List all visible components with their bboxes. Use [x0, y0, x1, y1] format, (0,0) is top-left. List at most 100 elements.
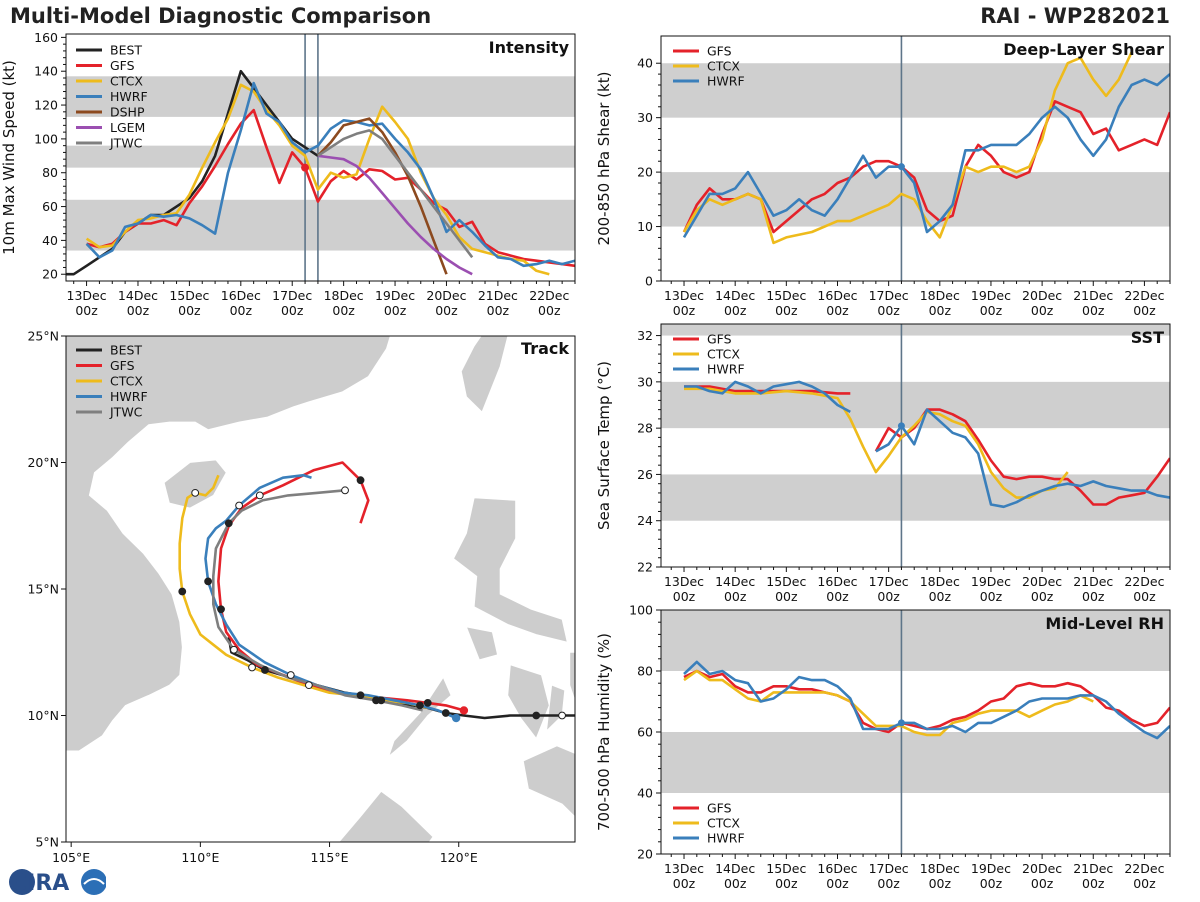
rh-xtick-label: 18Dec: [920, 861, 960, 876]
intensity-series-hwrf: [85, 81, 575, 268]
track-point-gfs: [217, 605, 225, 614]
rh-xtick-label: 19Dec: [971, 861, 1011, 876]
shear-legend-label-hwrf: HWRF: [707, 74, 745, 89]
rh-series-ctcx: [683, 669, 1094, 737]
track-line-jtwc: [212, 489, 423, 712]
track-ytick-label: 15°N: [27, 582, 59, 597]
track-legend-label-ctcx: CTCX: [110, 374, 143, 389]
track-legend-label-hwrf: HWRF: [110, 389, 148, 404]
sst-legend-label-gfs: GFS: [707, 332, 732, 347]
sst-xtick-label: 21Dec: [1073, 574, 1113, 589]
rh-legend-label-gfs: GFS: [707, 801, 732, 816]
storm-id: RAI - WP282021: [980, 4, 1170, 28]
shear-title: Deep-Layer Shear: [1003, 40, 1164, 59]
intensity-series-lgem: [317, 154, 473, 276]
rh-panel: 2040608010013Dec00z14Dec00z15Dec00z16Dec…: [595, 603, 1171, 891]
intensity-panel: 2040608010012014016013Dec00z14Dec00z15De…: [0, 30, 576, 318]
intensity-series-dshp: [316, 117, 448, 275]
rh-xtick-label: 22Dec: [1124, 861, 1164, 876]
intensity-legend-label-gfs: GFS: [110, 58, 135, 73]
shear-current-marker: [897, 163, 905, 171]
mainland-land: [66, 336, 391, 752]
sst-series-ctcx: [684, 387, 1069, 499]
intensity-frame: [65, 33, 576, 282]
intensity-ytick-label: 60: [42, 199, 58, 214]
track-line-hwrf: [204, 473, 457, 720]
track-xtick-label: 115°E: [311, 850, 349, 865]
sst-xtick-sublabel: 00z: [1133, 589, 1156, 604]
shear-band: [661, 63, 1170, 118]
sst-ytick-label: 32: [637, 328, 653, 343]
track-point-hwrf: [286, 671, 295, 679]
palawan-land: [388, 676, 452, 758]
intensity-band: [66, 76, 575, 117]
sst-xtick-label: 17Dec: [869, 574, 909, 589]
rh-current-marker: [897, 719, 905, 727]
cebu-land: [546, 684, 566, 732]
intensity-ytick-label: 80: [42, 165, 58, 180]
rh-xtick-sublabel: 00z: [775, 876, 798, 891]
sst-xtick-label: 16Dec: [817, 574, 857, 589]
sst-title: SST: [1131, 328, 1164, 347]
track-point-best: [261, 666, 269, 674]
track-panel: 5°N 10°N 15°N 20°N 25°N 105°E 110°E 115°E 120°E T…: [27, 329, 576, 865]
logo-globe-icon: [9, 869, 35, 895]
intensity-xtick-sublabel: 00z: [178, 303, 201, 318]
intensity-legend-label-jtwc: JTWC: [109, 136, 143, 151]
shear-xtick-label: 21Dec: [1073, 288, 1113, 303]
rh-ylabel: 700-500 hPa Humidity (%): [595, 633, 613, 831]
shear-ytick-label: 10: [637, 219, 653, 234]
intensity-xtick-label: 17Dec: [272, 288, 312, 303]
sst-xtick-label: 18Dec: [920, 574, 960, 589]
intensity-ytick-label: 100: [34, 131, 58, 146]
track-current-gfs: [459, 706, 469, 715]
track-point-ctcx: [248, 663, 256, 672]
track-line-gfs: [217, 461, 465, 712]
shear-series-hwrf: [682, 73, 1170, 239]
shear-ytick-label: 30: [637, 110, 653, 125]
intensity-ytick-label: 20: [42, 267, 58, 282]
shear-frame: [660, 35, 1171, 282]
shear-xtick-sublabel: 00z: [1031, 303, 1054, 318]
intensity-xtick-label: 13Dec: [67, 288, 107, 303]
rh-xtick-sublabel: 00z: [673, 876, 696, 891]
intensity-xtick-label: 21Dec: [478, 288, 518, 303]
track-point-hwrf: [416, 701, 424, 710]
shear-ytick-label: 40: [637, 56, 653, 71]
intensity-legend-label-hwrf: HWRF: [110, 89, 148, 104]
shear-xtick-label: 16Dec: [817, 288, 857, 303]
shear-panel: 01020304013Dec00z14Dec00z15Dec00z16Dec00…: [595, 35, 1171, 318]
rh-band: [661, 610, 1170, 671]
sst-xtick-sublabel: 00z: [775, 589, 798, 604]
shear-legend-label-gfs: GFS: [707, 44, 732, 59]
rh-xtick-label: 13Dec: [664, 861, 704, 876]
track-point-hwrf: [204, 577, 213, 586]
shear-xtick-sublabel: 00z: [1133, 303, 1156, 318]
sst-ylabel: Sea Surface Temp (°C): [595, 361, 613, 530]
intensity-series-group: [66, 69, 575, 276]
track-ytick-label: 25°N: [27, 329, 59, 344]
sst-series-hwrf: [684, 380, 851, 414]
sst-xtick-sublabel: 00z: [980, 589, 1003, 604]
sst-xtick-sublabel: 00z: [724, 589, 747, 604]
rh-xtick-label: 16Dec: [817, 861, 857, 876]
sst-panel: 22242628303213Dec00z14Dec00z15Dec00z16De…: [595, 323, 1171, 604]
sst-xtick-sublabel: 00z: [929, 589, 952, 604]
sst-series-hwrf: [875, 408, 1170, 509]
sst-legend-label-hwrf: HWRF: [707, 362, 745, 377]
rh-ytick-label: 100: [629, 603, 653, 618]
sst-ytick-label: 26: [637, 467, 653, 482]
rh-legend-label-ctcx: CTCX: [707, 816, 740, 831]
intensity-band: [66, 199, 575, 251]
rh-xtick-sublabel: 00z: [826, 876, 849, 891]
rh-ytick-label: 60: [637, 725, 653, 740]
intensity-series-gfs: [86, 108, 575, 268]
intensity-series-ctcx: [85, 83, 550, 276]
track-ytick-label: 10°N: [27, 708, 59, 723]
track-legend-label-best: BEST: [110, 343, 142, 358]
intensity-xtick-sublabel: 00z: [75, 303, 98, 318]
taiwan-land: [460, 336, 509, 413]
track-point-best: [441, 709, 450, 717]
